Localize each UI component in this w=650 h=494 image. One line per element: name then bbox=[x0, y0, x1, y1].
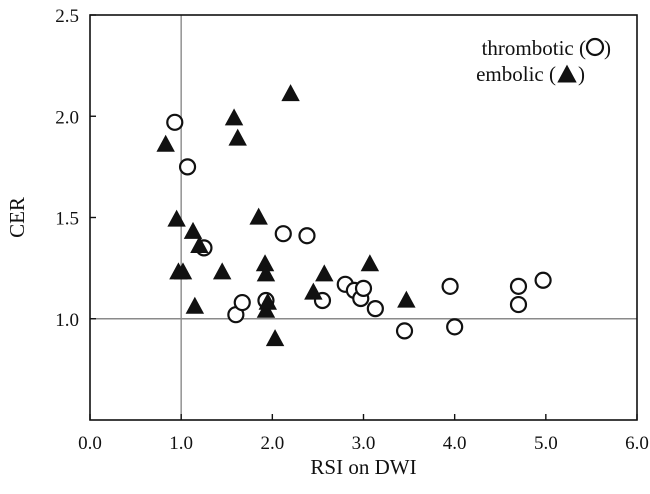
legend-marker-thrombotic bbox=[585, 37, 605, 57]
x-axis-label: RSI on DWI bbox=[310, 455, 416, 479]
thrombotic-point bbox=[274, 225, 292, 243]
embolic-point bbox=[258, 292, 277, 310]
x-tick-label: 4.0 bbox=[443, 433, 467, 454]
embolic-point bbox=[281, 84, 300, 102]
y-axis-ticks: 1.0 1.5 2.0 2.5 bbox=[55, 6, 96, 331]
x-tick-label: 1.0 bbox=[169, 433, 193, 454]
legend-paren-thrombotic: ) bbox=[604, 36, 611, 60]
legend-marker-embolic bbox=[557, 64, 577, 83]
series-thrombotic bbox=[166, 113, 552, 340]
embolic-point bbox=[190, 236, 209, 254]
embolic-point bbox=[173, 262, 193, 280]
embolic-point bbox=[212, 262, 232, 280]
x-axis-ticks: 0.0 1.0 2.0 3.0 4.0 5.0 6.0 bbox=[78, 414, 649, 454]
embolic-point bbox=[304, 282, 323, 300]
legend-label-thrombotic: thrombotic ( bbox=[482, 36, 586, 60]
thrombotic-point bbox=[178, 158, 197, 176]
y-tick-label: 2.0 bbox=[55, 107, 79, 128]
embolic-point bbox=[228, 128, 247, 146]
x-tick-label: 3.0 bbox=[352, 433, 376, 454]
embolic-point bbox=[185, 296, 205, 314]
x-tick-label: 5.0 bbox=[534, 433, 558, 454]
thrombotic-point bbox=[166, 113, 184, 131]
thrombotic-point bbox=[233, 293, 251, 312]
thrombotic-point bbox=[366, 300, 384, 318]
y-tick-label: 2.5 bbox=[55, 6, 79, 27]
thrombotic-point bbox=[441, 277, 459, 295]
embolic-point bbox=[315, 264, 334, 282]
embolic-point bbox=[224, 108, 244, 126]
thrombotic-point bbox=[446, 318, 464, 336]
legend-label-embolic: embolic ( bbox=[476, 62, 556, 86]
x-tick-label: 2.0 bbox=[260, 433, 284, 454]
y-tick-label: 1.5 bbox=[55, 209, 79, 230]
y-tick-label: 1.0 bbox=[55, 310, 79, 331]
legend-paren-embolic: ) bbox=[578, 62, 585, 86]
series-embolic bbox=[156, 84, 416, 347]
embolic-point bbox=[256, 264, 276, 282]
thrombotic-point bbox=[509, 277, 528, 295]
thrombotic-point bbox=[395, 322, 414, 340]
y-axis-label: CER bbox=[5, 197, 29, 238]
embolic-point bbox=[360, 254, 380, 272]
embolic-point bbox=[265, 329, 285, 347]
x-tick-label: 0.0 bbox=[78, 433, 102, 454]
embolic-point bbox=[167, 209, 186, 227]
embolic-point bbox=[397, 290, 416, 308]
x-tick-label: 6.0 bbox=[625, 433, 649, 454]
thrombotic-point bbox=[509, 295, 528, 314]
thrombotic-point bbox=[298, 227, 316, 245]
embolic-point bbox=[156, 134, 175, 152]
embolic-point bbox=[249, 207, 268, 225]
legend: thrombotic ( ) embolic ( ) bbox=[476, 36, 611, 86]
embolic-point bbox=[183, 221, 203, 239]
thrombotic-point bbox=[354, 279, 373, 297]
thrombotic-point bbox=[534, 271, 552, 289]
